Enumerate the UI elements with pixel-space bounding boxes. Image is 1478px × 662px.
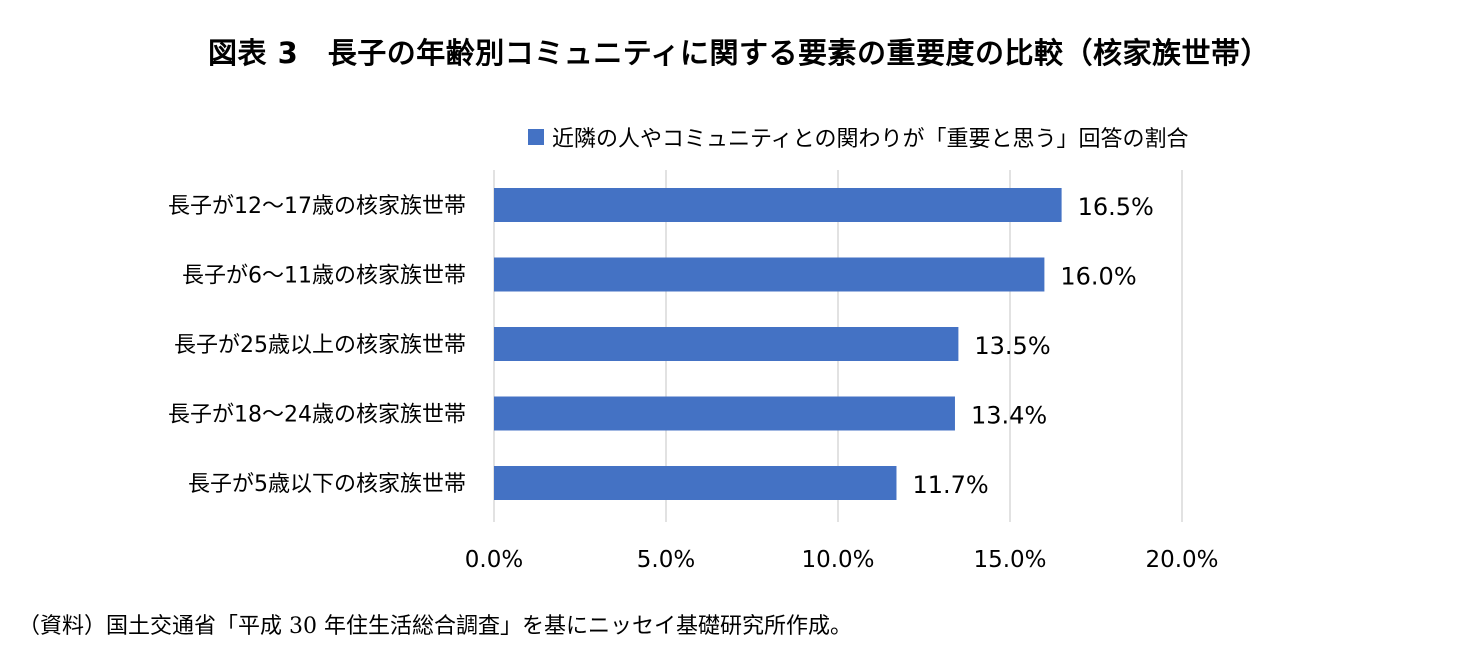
category-label: 長子が12〜17歳の核家族世帯 — [168, 194, 466, 219]
category-label: 長子が6〜11歳の核家族世帯 — [182, 264, 466, 289]
data-label: 11.7% — [912, 471, 988, 499]
legend-label: 近隣の人やコミュニティとの関わりが「重要と思う」回答の割合 — [552, 127, 1189, 152]
x-tick-label: 5.0% — [637, 547, 695, 573]
data-label: 16.0% — [1060, 263, 1136, 291]
x-tick-label: 10.0% — [801, 547, 874, 573]
category-label: 長子が25歳以上の核家族世帯 — [174, 333, 466, 358]
legend-swatch — [528, 129, 544, 145]
data-label: 13.4% — [971, 402, 1047, 430]
bar — [494, 188, 1062, 222]
category-label: 長子が18〜24歳の核家族世帯 — [168, 403, 466, 428]
source-note: （資料）国土交通省「平成 30 年住生活総合調査」を基にニッセイ基礎研究所作成。 — [18, 614, 852, 639]
category-label: 長子が5歳以下の核家族世帯 — [188, 472, 466, 497]
bar — [494, 257, 1045, 292]
data-label: 16.5% — [1078, 193, 1154, 221]
data-label: 13.5% — [974, 332, 1050, 360]
chart-title: 図表 3 長子の年齢別コミュニティに関する要素の重要度の比較（核家族世帯） — [207, 36, 1271, 70]
bar — [494, 466, 897, 500]
x-tick-label: 0.0% — [465, 547, 523, 573]
x-tick-label: 15.0% — [973, 547, 1046, 573]
legend: 近隣の人やコミュニティとの関わりが「重要と思う」回答の割合 — [528, 121, 1188, 153]
bar-chart: 0.0% 5.0% 10.0% 15.0% 20.0% 長子が12〜17歳の核家族世帯 16… — [168, 170, 1219, 573]
bar — [494, 327, 959, 361]
bar — [494, 396, 955, 431]
x-tick-label: 20.0% — [1145, 547, 1218, 573]
